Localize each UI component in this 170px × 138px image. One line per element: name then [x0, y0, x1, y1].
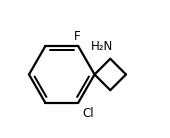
Text: Cl: Cl — [82, 107, 94, 120]
Text: H₂N: H₂N — [90, 40, 113, 53]
Text: F: F — [74, 30, 81, 43]
